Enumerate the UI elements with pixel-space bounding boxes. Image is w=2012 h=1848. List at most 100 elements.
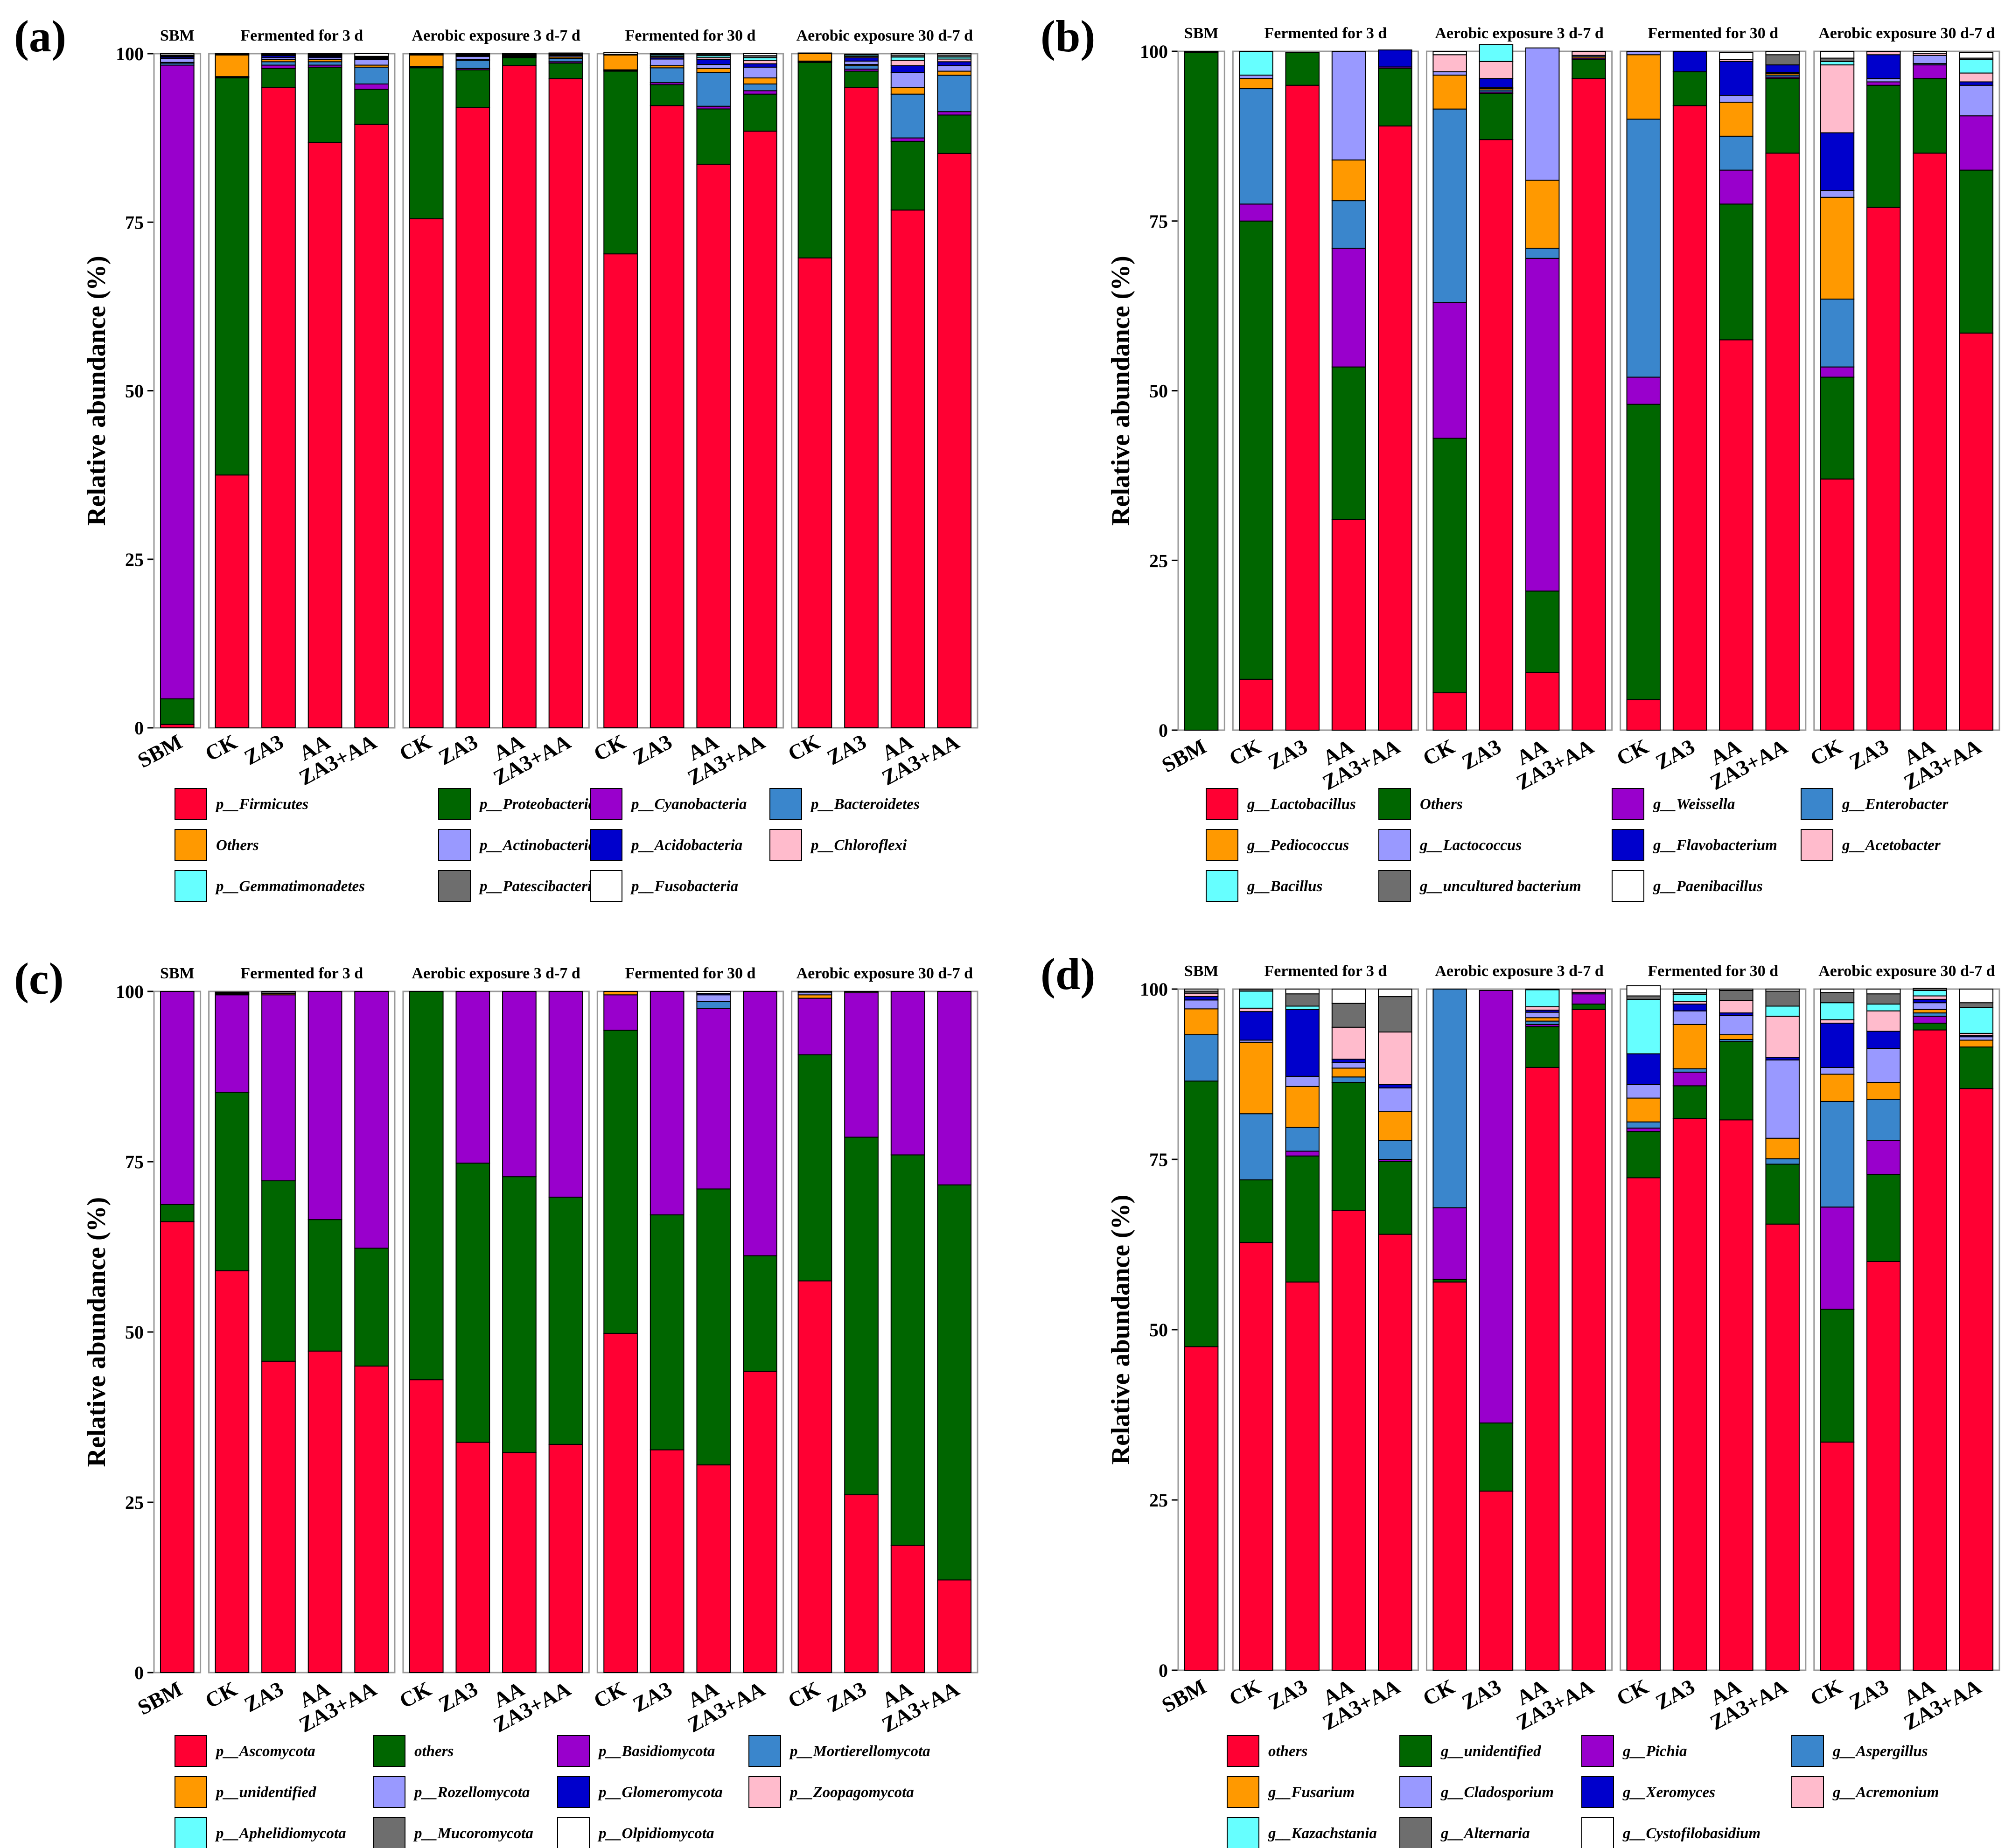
legend-item: p__Basidiomycota [557, 1735, 715, 1767]
legend-swatch [1206, 788, 1238, 820]
x-tick-label: CK [590, 730, 629, 766]
y-tick-label: 75 [1149, 211, 1168, 232]
legend-swatch [175, 1735, 207, 1767]
bar-segment [1331, 1076, 1366, 1083]
bar-segment [1959, 169, 1994, 334]
legend: p__Firmicutes p__Proteobacteria p__Cyanoba… [175, 788, 920, 902]
bar-segment [1239, 88, 1273, 205]
y-tick-label: 50 [1149, 1319, 1168, 1340]
stacked-bar [307, 53, 342, 728]
bar-segment [696, 68, 731, 73]
legend-swatch [175, 870, 207, 902]
legend-label: p__Zoopagomycota [789, 1784, 914, 1801]
x-tick-label: ZA3 [1652, 734, 1699, 774]
facet-title: Aerobic exposure 3 d-7 d [1435, 25, 1604, 42]
bar-segment [455, 60, 490, 69]
bar-segment [1765, 64, 1800, 73]
legend-swatch [557, 1817, 590, 1848]
stacked-bar [797, 52, 832, 728]
bar-segment [1432, 54, 1467, 72]
bar-segment [548, 1196, 583, 1445]
facet-title: Aerobic exposure 30 d-7 d [796, 27, 973, 44]
bar-segment [937, 65, 972, 72]
legend-item: p__Bacteroidetes [769, 788, 920, 820]
y-axis-label: Relative abundance (%) [1106, 1195, 1135, 1465]
bar-segment [1866, 81, 1901, 86]
stacked-bar [844, 54, 879, 728]
legend-label: p__Ascomycota [215, 1743, 315, 1760]
legend-item: g__Lactobacillus [1206, 788, 1356, 820]
legend-label: p__Patescibacteria [478, 878, 600, 895]
bar-segment [261, 994, 296, 1181]
bar-segment [603, 991, 638, 996]
legend-label: g__Fusarium [1268, 1784, 1355, 1801]
stacked-bar [1913, 988, 1947, 1671]
legend-swatch [1206, 870, 1238, 902]
bar-segment [215, 1092, 250, 1271]
y-tick-label: 50 [125, 381, 144, 402]
x-tick-label: ZA3 [1458, 1674, 1505, 1715]
bar-segment [1378, 1161, 1412, 1235]
bar-segment [455, 56, 490, 61]
bar-segment [1285, 993, 1320, 1007]
bar-segment [1626, 995, 1661, 1000]
bar-segment [1672, 105, 1707, 731]
bar-segment [1239, 220, 1273, 680]
x-tick-label: ZA3 [240, 730, 287, 770]
bar-segment [1866, 54, 1901, 79]
bar-segment [1913, 990, 1947, 997]
bar-segment [1331, 159, 1366, 202]
panel-label: (a) [14, 11, 66, 61]
bar-segment [1184, 989, 1219, 992]
bar-segment [603, 1332, 638, 1673]
legend-label: p__Actinobacteria [478, 837, 596, 854]
bar-segment [844, 54, 879, 56]
legend-swatch [1378, 788, 1411, 820]
bar-segment [1765, 153, 1800, 731]
bar-segment [1959, 1036, 1994, 1041]
bar-segment [1239, 203, 1273, 222]
bar-segment [1820, 196, 1855, 300]
legend-swatch [1612, 788, 1644, 820]
stacked-bar [1239, 51, 1273, 731]
stacked-bar [1626, 51, 1661, 731]
legend-label: p__Fusobacteria [630, 878, 738, 895]
bar-segment [1331, 51, 1366, 160]
legend-swatch [1801, 829, 1833, 861]
facet-title: Aerobic exposure 3 d-7 d [412, 965, 580, 982]
legend-item: g__Xeromyces [1581, 1776, 1715, 1808]
bar-segment [1719, 990, 1754, 1001]
legend-item: others [373, 1735, 454, 1767]
bar-segment [1820, 989, 1855, 993]
legend-item: p__Mucoromycota [373, 1817, 533, 1848]
bar-segment [1959, 1046, 1994, 1089]
bar-segment [650, 1214, 685, 1451]
legend-item: g__Alternaria [1399, 1817, 1530, 1848]
bar-segment [937, 61, 972, 67]
legend-swatch [1378, 870, 1411, 902]
x-tick-label: CK [396, 730, 435, 766]
legend-item: p__Proteobacteria [438, 788, 596, 820]
bar-segment [1959, 115, 1994, 171]
bar-segment [1672, 1010, 1707, 1025]
bar-segment [1285, 1086, 1320, 1128]
legend-swatch [1581, 1776, 1614, 1808]
stacked-bar [1378, 49, 1412, 731]
legend-label: p__Basidiomycota [597, 1743, 715, 1760]
bar-segment [1866, 1140, 1901, 1175]
bar-segment [1672, 1024, 1707, 1069]
bar-segment [1572, 59, 1606, 79]
bar-segment [797, 62, 832, 258]
bar-segment [1378, 1087, 1412, 1112]
stacked-bar [696, 53, 731, 729]
bar-segment [1626, 1177, 1661, 1671]
legend-label: g__Aspergillus [1832, 1743, 1928, 1760]
facet-frame [791, 990, 978, 1674]
bar-segment [1626, 404, 1661, 700]
panel-label: (d) [1041, 949, 1095, 999]
bar-segment [890, 53, 925, 56]
bar-segment [1572, 993, 1606, 1005]
stacked-bar [1820, 51, 1855, 731]
